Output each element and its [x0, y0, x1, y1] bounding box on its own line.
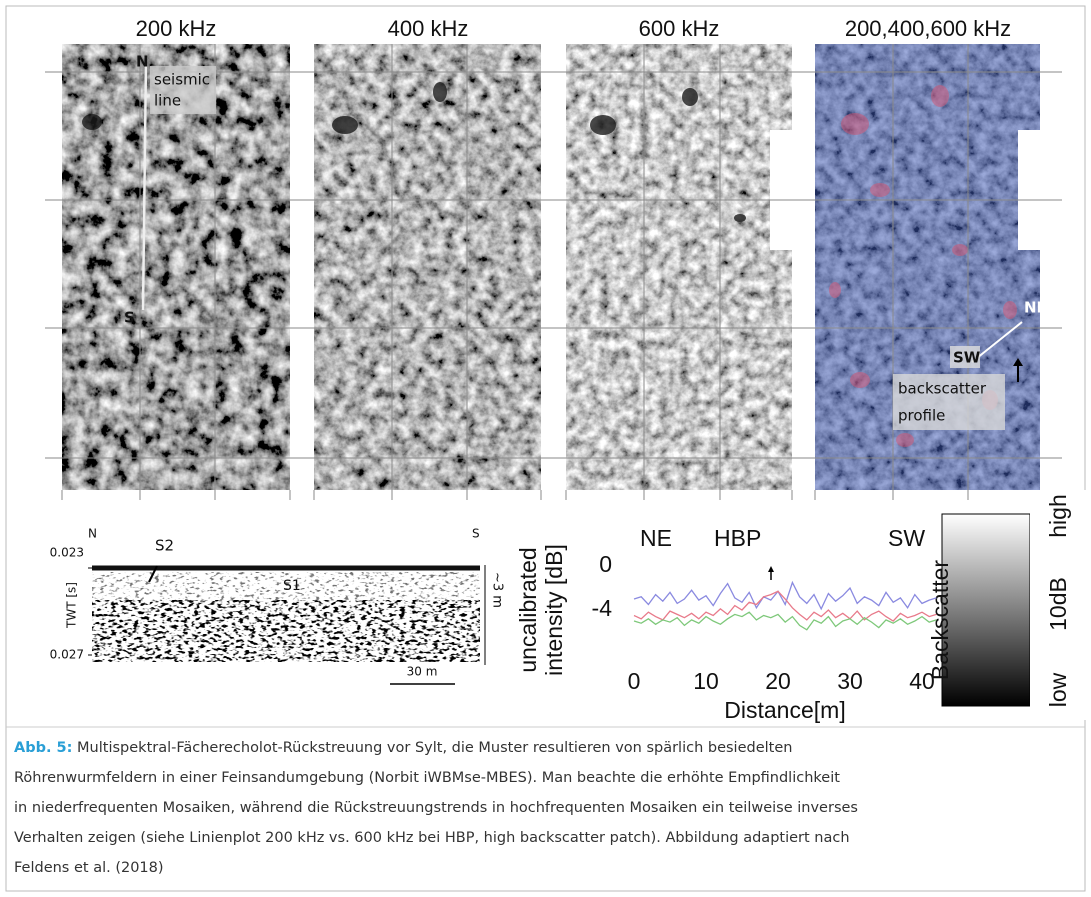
x-axis-label: Distance[m]	[724, 697, 845, 723]
x-tick-label: 10	[693, 668, 719, 694]
annotation: backscatter	[898, 380, 987, 398]
annotation: N	[136, 53, 149, 71]
colorbar-label: 10dB	[1045, 577, 1071, 631]
caption-text: Multispektral-Fächerecholot-Rückstreuung…	[77, 740, 792, 756]
y-tick-label: -4	[592, 595, 613, 621]
caption-line: Verhalten zeigen (siehe Linienplot 200 k…	[14, 830, 850, 846]
annotation: HBP	[714, 525, 761, 551]
arrow-head	[1013, 358, 1023, 366]
annotation: NE	[640, 525, 672, 551]
y-tick-label: 0	[599, 551, 612, 577]
seismic-label: 0.023	[50, 546, 84, 560]
label-bg	[150, 66, 216, 114]
caption-line: in niederfrequenten Mosaiken, während di…	[14, 800, 858, 816]
mosaic-400	[314, 44, 541, 490]
colorbar-label: low	[1045, 672, 1071, 707]
x-tick-label: 30	[837, 668, 863, 694]
seismic-label: S1	[283, 578, 301, 594]
pointer	[148, 565, 158, 583]
seismic-line	[141, 59, 148, 311]
seismic-depth: ~3 m	[490, 572, 505, 608]
caption-line: Abb. 5: Multispektral-Fächerecholot-Rück…	[14, 740, 792, 756]
mosaic-600	[566, 44, 792, 490]
seismic-label: 0.027	[50, 648, 84, 662]
mosaic-panels	[45, 44, 1062, 500]
frame	[5, 5, 1086, 892]
y-axis-label: intensity [dB]	[541, 544, 567, 676]
colorbar-title: Backscatter	[927, 560, 953, 680]
nodata	[770, 130, 792, 250]
seismic-label: S2	[155, 537, 174, 555]
label-bg	[893, 374, 1005, 430]
panel-title: 400 kHz	[388, 16, 469, 41]
annotation: S	[124, 309, 135, 327]
x-tick-label: 0	[628, 668, 641, 694]
nodata	[1018, 130, 1040, 250]
annotation: seismic	[154, 71, 210, 89]
label-bg	[950, 346, 980, 368]
panel-title: 600 kHz	[639, 16, 720, 41]
annotation: NE	[1024, 299, 1047, 317]
x-tick-label: 20	[765, 668, 791, 694]
seismic-image	[92, 600, 480, 662]
series-line	[633, 611, 937, 631]
y-axis-label: uncalibrated	[515, 547, 541, 672]
seismic-axis-label: TWT [s]	[65, 582, 79, 629]
dark-patches	[82, 82, 746, 222]
annotation: profile	[898, 407, 945, 425]
seismic-label: N	[88, 527, 97, 541]
grid	[45, 44, 1062, 500]
hbp-arrow-head	[768, 566, 774, 572]
series-line	[633, 590, 937, 622]
series-line	[633, 580, 937, 611]
colorbar-label: high	[1045, 494, 1071, 537]
caption-line: Feldens et al. (2018)	[14, 860, 164, 876]
panel-title: 200 kHz	[136, 16, 217, 41]
seismic-scale: 30 m	[407, 665, 438, 679]
x-tick-label: 40	[909, 668, 935, 694]
seismic-profile	[88, 565, 486, 685]
profile-line	[971, 321, 1023, 363]
caption-label: Abb. 5:	[14, 740, 72, 756]
seismic-image	[92, 572, 480, 602]
annotation: SW	[888, 525, 925, 551]
panel-title: 200,400,600 kHz	[845, 16, 1011, 41]
caption-line: Röhrenwurmfeldern in einer Feinsandumgeb…	[14, 770, 840, 786]
colorbar	[941, 513, 1031, 707]
annotation: SW	[953, 349, 981, 367]
annotation: line	[154, 92, 181, 110]
colorbar-label-bg	[1030, 490, 1091, 720]
seismic-label: S	[472, 527, 480, 541]
